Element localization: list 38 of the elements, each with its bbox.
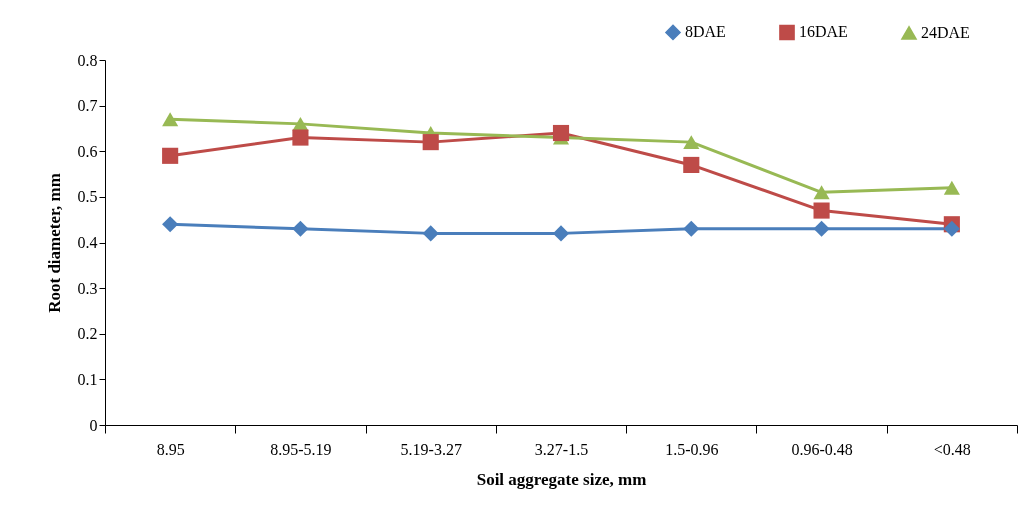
y-tick-label: 0.2 — [77, 325, 98, 343]
point — [162, 112, 179, 127]
legend-label: 24DAE — [921, 23, 970, 41]
point — [683, 156, 700, 173]
point — [683, 220, 700, 237]
x-tick-label: 8.95 — [156, 440, 185, 458]
legend-label: 8DAE — [685, 23, 726, 41]
legend-label: 16DAE — [799, 23, 848, 41]
point — [162, 216, 179, 233]
point — [162, 147, 179, 164]
y-tick-label: 0 — [89, 416, 98, 434]
x-tick-label: 1.5-0.96 — [665, 440, 719, 458]
point — [292, 129, 309, 146]
point — [813, 202, 830, 219]
y-tick-label: 0.6 — [77, 142, 98, 160]
point — [552, 225, 570, 242]
point — [683, 135, 700, 150]
y-tick-label: 0.1 — [77, 370, 98, 388]
point — [422, 134, 439, 151]
point — [292, 220, 309, 237]
x-axis-title: Soil aggregate size, mm — [476, 469, 647, 489]
y-tick-label: 0.4 — [77, 234, 98, 251]
point — [552, 124, 570, 142]
point — [943, 220, 960, 237]
x-tick-label: 5.19-3.27 — [400, 440, 462, 458]
y-tick-label: 0.7 — [77, 97, 98, 115]
y-axis-title: Root diameter, mm — [44, 173, 64, 313]
x-tick-label: 0.96-0.48 — [791, 440, 853, 458]
point — [813, 220, 830, 237]
x-tick-label: 3.27-1.5 — [534, 440, 589, 458]
x-tick-label: <0.48 — [933, 440, 971, 458]
y-tick-label: 0.8 — [77, 51, 98, 69]
point — [813, 185, 830, 200]
point — [943, 180, 960, 195]
y-tick-label: 0.3 — [77, 279, 98, 297]
x-tick-label: 8.95-5.19 — [270, 440, 332, 458]
point — [422, 225, 439, 242]
y-tick-label: 0.5 — [77, 188, 98, 206]
